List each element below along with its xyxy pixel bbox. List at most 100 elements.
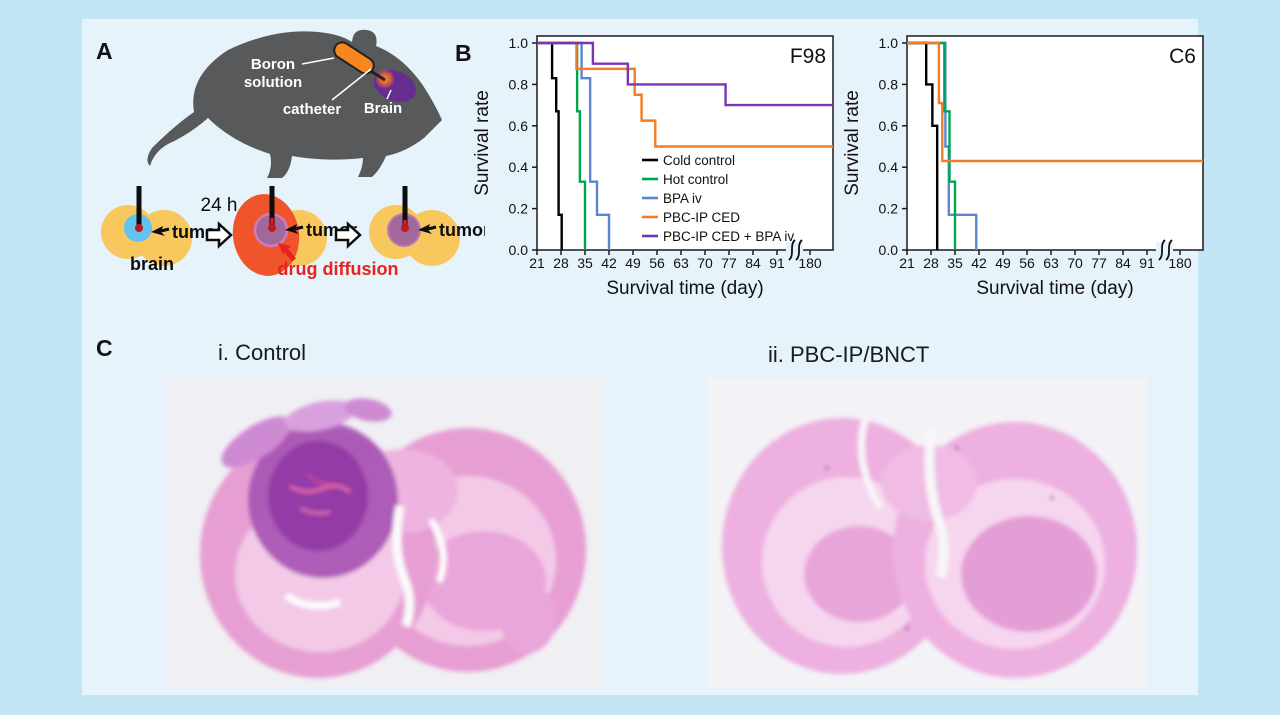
survival-curve-pbc-ip-ced: [537, 41, 833, 148]
brain-stage-2: tumor drug diffusion: [232, 186, 399, 279]
drug-diffusion-label: drug diffusion: [278, 259, 399, 279]
rat-ced-diagram: Boron solution catheter Brain: [147, 29, 442, 178]
axis-break-icon: [1165, 239, 1173, 261]
chart-title: C6: [1169, 45, 1196, 68]
x-tick-label: 91: [769, 255, 785, 271]
y-tick-label: 0.4: [509, 159, 529, 175]
tissue-flap: [221, 416, 291, 468]
x-tick-label: 84: [745, 255, 761, 271]
y-tick-label: 0.2: [879, 201, 899, 217]
catheter-label: catheter: [283, 101, 342, 118]
legend-label: BPA iv: [663, 191, 702, 206]
x-tick-label: 63: [673, 255, 689, 271]
y-tick-label: 1.0: [509, 35, 529, 51]
y-tick-label: 0.8: [879, 76, 899, 92]
panel-b-label: B: [455, 40, 472, 66]
brain-stage-3: tumor: [369, 186, 485, 266]
boron-leader-line: [301, 57, 335, 65]
x-tick-label: 21: [899, 255, 915, 271]
boron-solution-capsule: [333, 41, 375, 75]
needle-icon: [136, 186, 142, 228]
x-tick-label: 70: [697, 255, 713, 271]
brain-leader-line: [386, 89, 392, 100]
x-tick-label: 70: [1067, 255, 1083, 271]
legend-label: Hot control: [663, 172, 728, 187]
red-arrow-icon: [278, 243, 291, 254]
x-tick-label: 49: [625, 255, 641, 271]
survival-chart-c6: 21 28 35 42 49 56 63 70 77 84 91 180 0.0 0.2 0.4 0.6 0.8…: [842, 35, 1204, 299]
x-tick-label: 180: [1168, 255, 1192, 271]
x-tick-label: 28: [553, 255, 569, 271]
x-tick-label: 180: [798, 255, 822, 271]
panel-a-label: A: [96, 38, 113, 64]
x-tick-label: 42: [601, 255, 617, 271]
histology-image-control: [168, 378, 603, 688]
plot-area: [536, 35, 834, 251]
y-tick-label: 0.8: [509, 76, 529, 92]
x-tick-label: 91: [1139, 255, 1155, 271]
y-axis-title: Survival rate: [842, 90, 863, 196]
injection-point: [135, 224, 143, 232]
x-tick-label: 56: [649, 255, 665, 271]
histology-caption-treated: ii. PBC-IP/BNCT: [768, 342, 930, 367]
y-tick-label: 1.0: [879, 35, 899, 51]
tumor-arrow-icon: [285, 224, 299, 234]
legend-label: PBC-IP CED: [663, 210, 740, 225]
survival-curve-pbc-ip-ced: [907, 41, 1203, 163]
chart-title: F98: [790, 45, 826, 68]
x-tick-label: 42: [971, 255, 987, 271]
x-tick-label: 56: [1019, 255, 1035, 271]
x-tick-label: 77: [1091, 255, 1107, 271]
histology-caption-control: i. Control: [218, 340, 307, 365]
panel-c-label: C: [96, 335, 113, 361]
tumor-label-3: tumor: [439, 220, 485, 240]
tissue-flap: [284, 400, 356, 432]
legend-label: Cold control: [663, 153, 735, 168]
boron-label-line2: solution: [244, 74, 302, 91]
legend-label: PBC-IP CED + BPA iv: [663, 229, 794, 244]
axis-break-icon: [795, 239, 803, 261]
survival-curve-pbc-ip-ced-bpa-iv: [537, 41, 833, 107]
block-arrow-icon-2: [334, 221, 362, 249]
x-tick-label: 63: [1043, 255, 1059, 271]
x-tick-label: 35: [947, 255, 963, 271]
survival-curve-bpa-iv: [537, 41, 611, 250]
needle-icon: [402, 186, 408, 228]
drug-diffusion-schematic: tumor brain 24 h tumor drug diffusion: [101, 186, 485, 279]
survival-curve-cold-control: [537, 41, 563, 250]
injection-point: [268, 224, 276, 232]
histology-image-treated: [707, 378, 1147, 688]
tissue-crack: [857, 419, 884, 510]
catheter-leader-line: [331, 68, 372, 101]
x-tick-label: 21: [529, 255, 545, 271]
y-tick-label: 0.6: [879, 118, 899, 134]
x-tick-label: 84: [1115, 255, 1131, 271]
injection-point: [401, 224, 409, 232]
needle-icon: [269, 186, 275, 228]
plot-area: [906, 35, 1204, 251]
survival-curve-hot-control: [907, 41, 957, 250]
y-tick-label: 0.0: [509, 242, 529, 258]
brain-label: brain: [130, 254, 174, 274]
survival-chart-f98: 21 28 35 42 49 56 63 70 77 84 91 180 0.0 0.2 0.4 0.6 0.8…: [472, 35, 834, 299]
x-tick-label: 35: [577, 255, 593, 271]
block-arrow-icon-1: [205, 221, 233, 249]
tumor-arrow-icon: [151, 226, 165, 236]
x-tick-label: 28: [923, 255, 939, 271]
axis-break-icon: [1158, 239, 1166, 261]
time-24h-label: 24 h: [201, 195, 238, 216]
x-tick-label: 49: [995, 255, 1011, 271]
y-tick-label: 0.6: [509, 118, 529, 134]
x-axis-title: Survival time (day): [606, 278, 763, 299]
y-tick-label: 0.0: [879, 242, 899, 258]
x-axis-title: Survival time (day): [976, 278, 1133, 299]
x-tick-label: 77: [721, 255, 737, 271]
y-tick-label: 0.2: [509, 201, 529, 217]
tumor-arrow-icon: [418, 224, 432, 234]
brain-label: Brain: [364, 100, 402, 117]
y-tick-label: 0.4: [879, 159, 899, 175]
boron-label-line1: Boron: [251, 56, 295, 73]
axis-break-icon: [788, 239, 796, 261]
y-axis-title: Survival rate: [472, 90, 493, 196]
